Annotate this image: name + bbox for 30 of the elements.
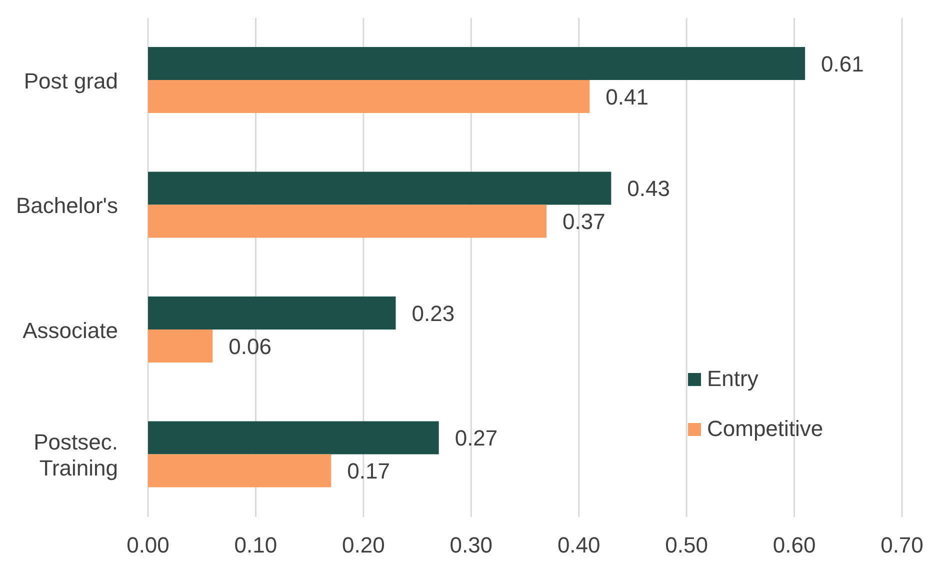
bar [148, 172, 612, 205]
data-label: 0.17 [347, 458, 390, 484]
data-label: 0.27 [454, 426, 498, 451]
x-tick-label: 0.50 [665, 532, 708, 558]
data-label: 0.41 [606, 84, 648, 110]
data-label: 0.06 [228, 334, 272, 359]
legend-label: Entry [707, 366, 758, 392]
x-tick-label: 0.70 [880, 532, 924, 558]
x-tick-label: 0.40 [557, 532, 600, 558]
bar [148, 296, 396, 330]
data-label: 0.23 [412, 300, 455, 326]
data-label: 0.61 [821, 51, 864, 76]
bar [148, 454, 332, 488]
data-label: 0.43 [627, 176, 670, 202]
y-tick-label: Postsec. Training [34, 429, 118, 480]
bar [148, 330, 213, 362]
y-tick-label: Associate [22, 317, 118, 342]
x-tick-label: 0.20 [342, 532, 385, 558]
y-tick-label: Bachelor's [16, 192, 118, 218]
bar [148, 421, 439, 454]
data-label: 0.37 [562, 209, 606, 234]
x-tick-label: 0.10 [234, 532, 278, 558]
y-tick-label: Post grad [24, 68, 118, 93]
bar [148, 204, 547, 238]
bar [148, 47, 806, 80]
x-tick-label: 0.60 [772, 532, 816, 558]
x-tick-label: 0.30 [450, 532, 493, 558]
legend-label: Competitive [707, 416, 824, 442]
bar [148, 80, 590, 113]
x-tick-label: 0.00 [126, 532, 170, 558]
